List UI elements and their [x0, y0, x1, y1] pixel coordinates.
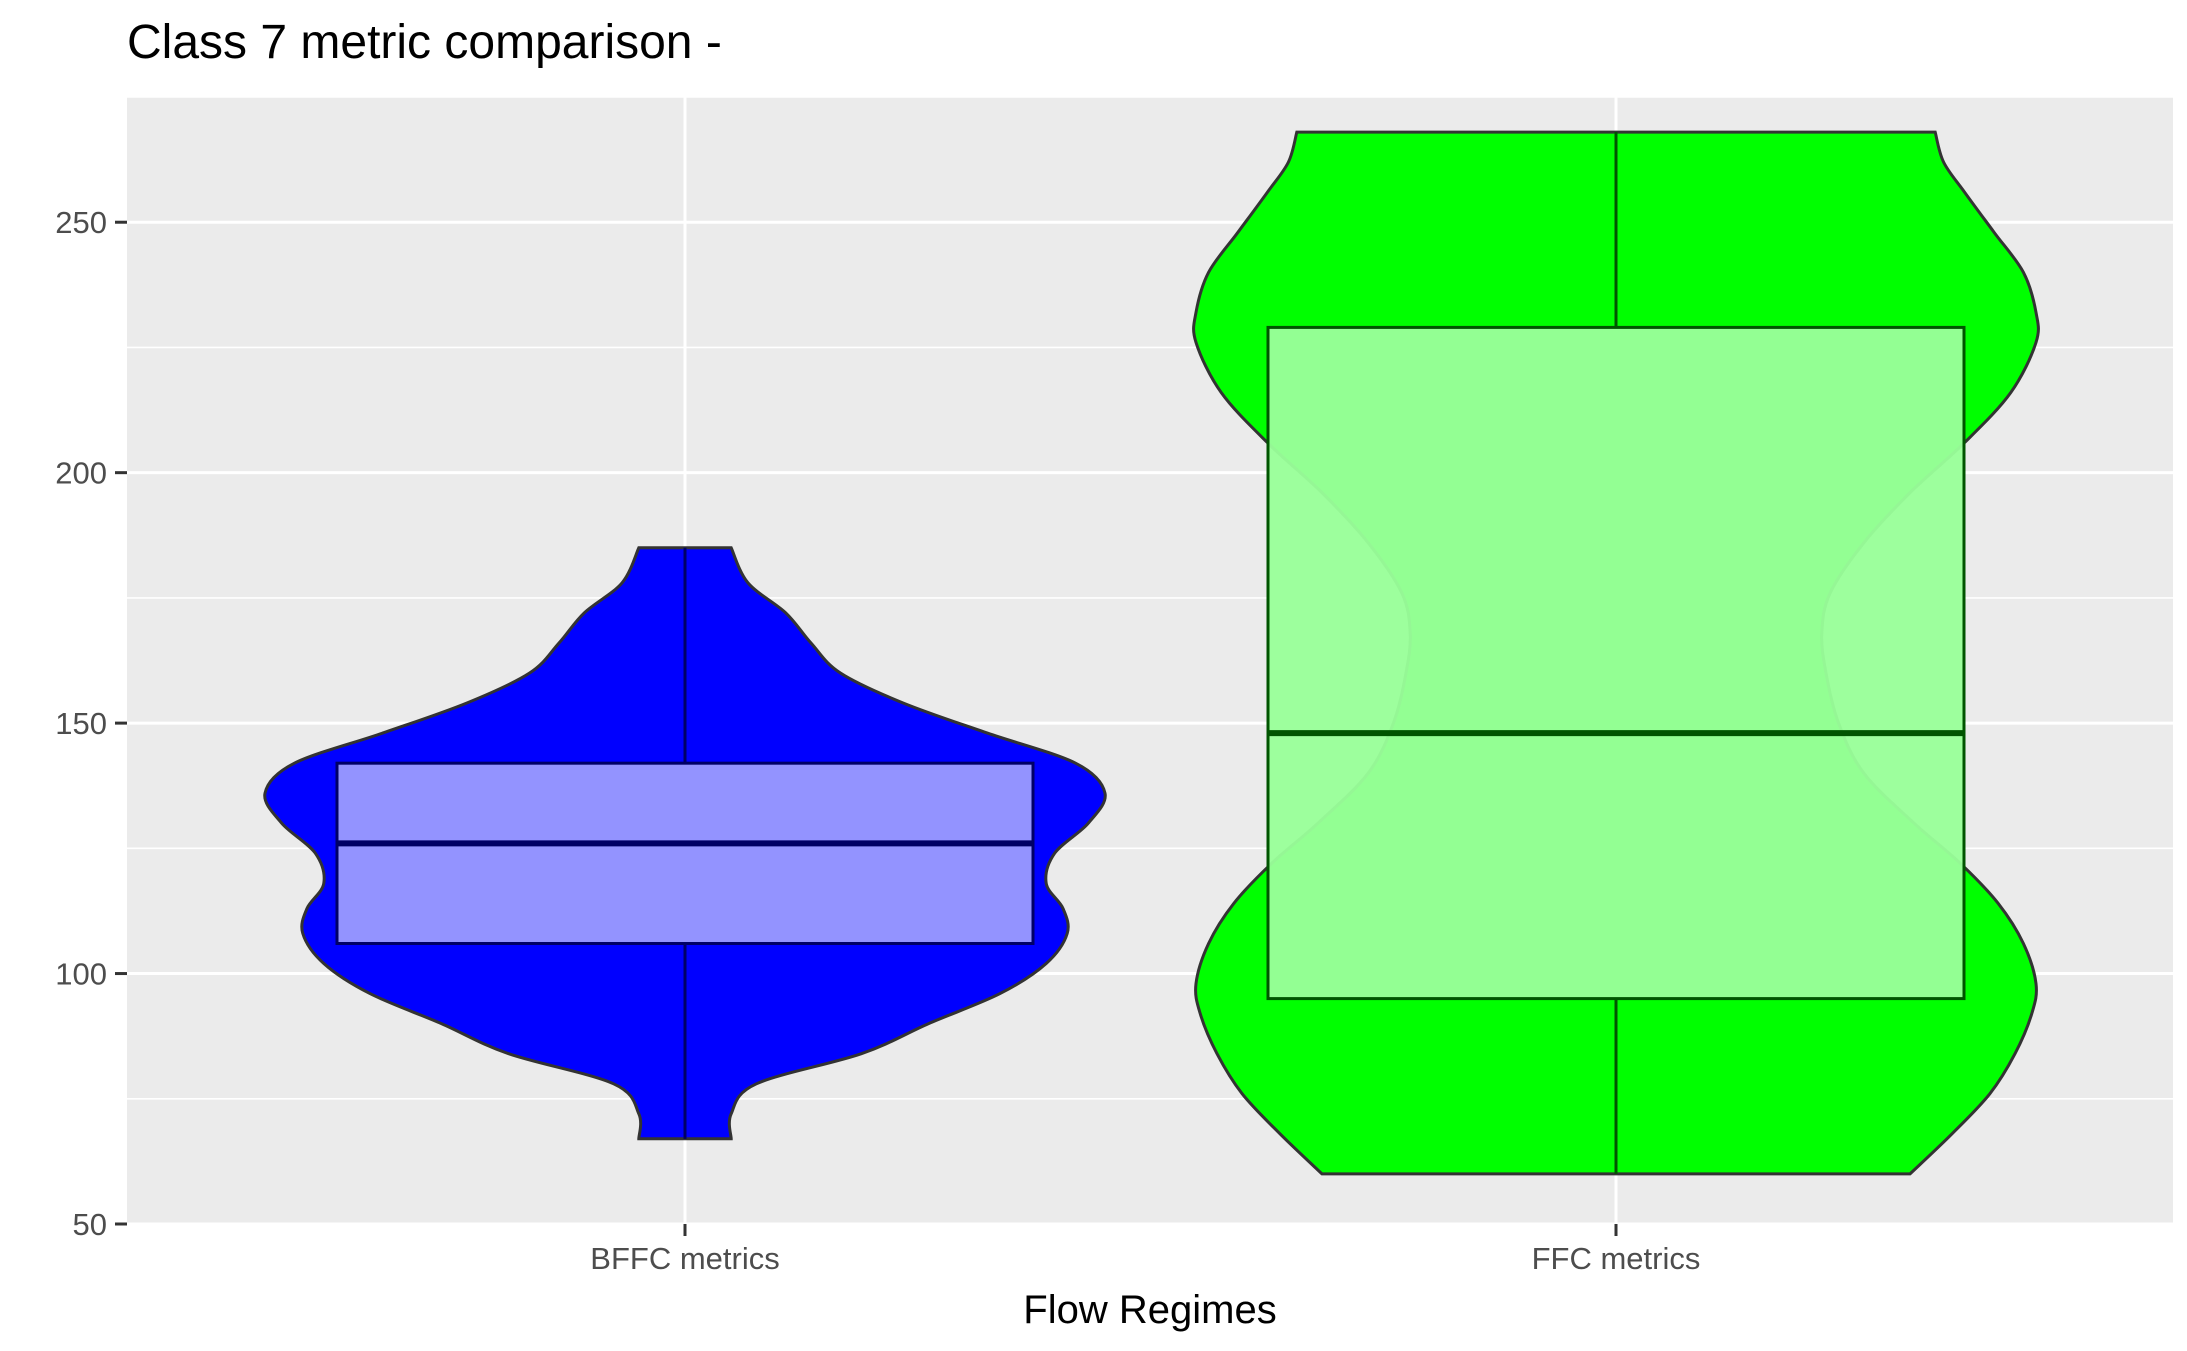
x-axis: BFFC metrics FFC metrics: [590, 1224, 1700, 1276]
boxplot-ffc-metrics: [1266, 132, 1966, 1174]
y-tick-label: 200: [55, 456, 107, 491]
boxplot-layer: [335, 132, 1966, 1174]
x-tick-label: FFC metrics: [1532, 1241, 1701, 1276]
y-tick-label: 150: [55, 706, 107, 741]
boxplot-bffc-metrics: [335, 547, 1035, 1139]
box-iqr: [1266, 325, 1966, 1001]
chart-title: Class 7 metric comparison -: [127, 16, 722, 69]
y-tick-label: 250: [55, 205, 107, 240]
x-axis-title: Flow Regimes: [1023, 1288, 1276, 1332]
y-axis: 50 100 150 200 250: [55, 205, 127, 1242]
box-iqr: [335, 761, 1035, 946]
y-tick-label: 50: [73, 1207, 107, 1242]
x-tick-label: BFFC metrics: [590, 1241, 779, 1276]
y-tick-label: 100: [55, 957, 107, 992]
